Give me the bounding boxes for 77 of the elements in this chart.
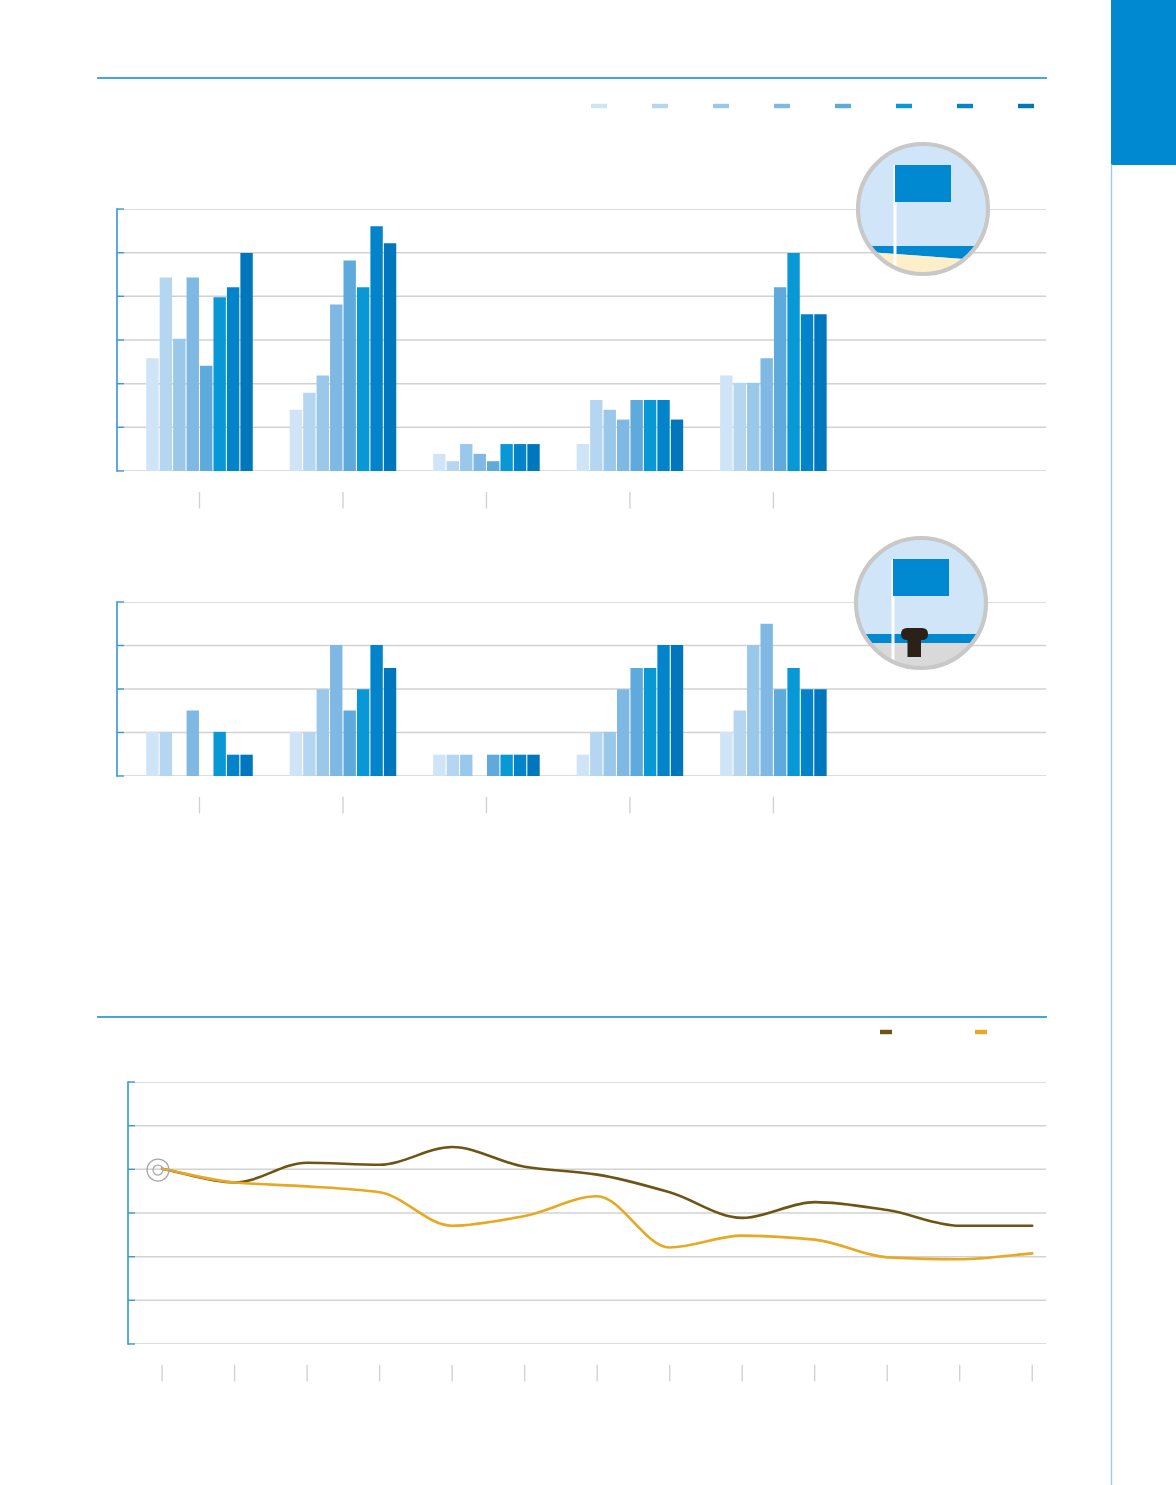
bar xyxy=(289,409,303,471)
bar xyxy=(433,453,446,471)
bar xyxy=(590,731,603,776)
bar xyxy=(657,399,670,471)
bar xyxy=(240,754,253,776)
bar xyxy=(603,409,616,471)
bar xyxy=(316,689,329,776)
bar xyxy=(186,710,199,776)
bar xyxy=(213,731,226,776)
bar xyxy=(747,645,760,776)
bar xyxy=(576,754,590,776)
bar xyxy=(343,260,356,471)
bar xyxy=(733,382,746,471)
bar xyxy=(330,645,343,776)
bar xyxy=(657,645,670,776)
bar xyxy=(603,731,616,776)
bar xyxy=(146,358,159,471)
bar xyxy=(800,314,814,471)
bar xyxy=(630,399,643,471)
bar xyxy=(576,444,590,471)
bar xyxy=(383,243,397,471)
bar xyxy=(670,419,684,471)
bar xyxy=(146,731,159,776)
bar xyxy=(446,461,460,471)
bar xyxy=(383,667,397,776)
bar xyxy=(370,226,383,471)
bar xyxy=(720,731,733,776)
bar xyxy=(787,667,800,776)
bar xyxy=(527,444,540,471)
bar xyxy=(240,253,253,471)
bar xyxy=(356,287,370,471)
bar xyxy=(500,444,513,471)
bar xyxy=(527,754,540,776)
bar xyxy=(513,754,527,776)
bar xyxy=(303,392,316,471)
bar xyxy=(486,754,500,776)
bar xyxy=(787,253,800,471)
bar xyxy=(720,375,733,471)
bar xyxy=(446,754,460,776)
bar xyxy=(226,287,240,471)
bar xyxy=(186,277,199,471)
bar xyxy=(226,754,240,776)
bar xyxy=(159,731,173,776)
bar xyxy=(460,754,473,776)
bar xyxy=(814,689,827,776)
bar xyxy=(356,689,370,776)
bar xyxy=(643,399,657,471)
bar xyxy=(747,382,760,471)
bar xyxy=(733,710,746,776)
bar xyxy=(343,710,356,776)
bar xyxy=(773,287,787,471)
bar xyxy=(500,754,513,776)
bar xyxy=(200,365,213,471)
bar xyxy=(643,667,657,776)
bar xyxy=(370,645,383,776)
bar xyxy=(800,689,814,776)
bar xyxy=(460,444,473,471)
bar xyxy=(289,731,303,776)
bar xyxy=(617,419,630,471)
bar xyxy=(590,399,603,471)
bar xyxy=(486,461,500,471)
bar xyxy=(630,667,643,776)
bar xyxy=(303,731,316,776)
bar xyxy=(760,623,773,776)
bar xyxy=(773,689,787,776)
bar xyxy=(473,453,486,471)
bar xyxy=(173,338,186,471)
bar xyxy=(760,358,773,471)
bar xyxy=(433,754,446,776)
bar xyxy=(513,444,527,471)
bar xyxy=(213,297,226,471)
bar xyxy=(330,304,343,471)
bar xyxy=(814,314,827,471)
bar xyxy=(670,645,684,776)
bar xyxy=(617,689,630,776)
bar xyxy=(159,277,173,471)
bar xyxy=(316,375,329,471)
